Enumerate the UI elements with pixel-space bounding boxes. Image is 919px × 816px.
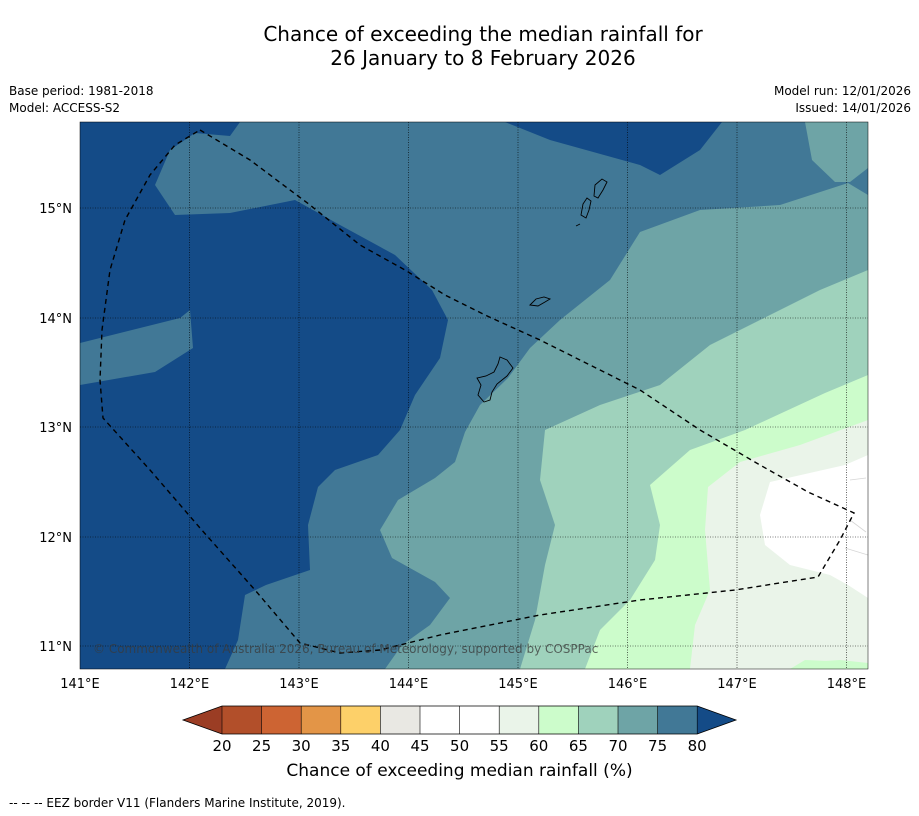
meta-left: Base period: 1981-2018 Model: ACCESS-S2 [9,83,154,117]
island-guam [476,356,514,403]
cb-label-20: 20 [212,737,231,755]
band-above-80-north [505,122,722,175]
title-line-2: 26 January to 8 February 2026 [330,46,636,70]
cb-label-55: 55 [490,737,509,755]
island-saipan [593,178,608,199]
y-tick-12n: 12°N [39,531,72,546]
cb-label-70: 70 [608,737,627,755]
graticule [80,122,868,669]
meta-right: Model run: 12/01/2026 Issued: 14/01/2026 [774,83,911,117]
colorbar-cell-50-55 [459,706,500,734]
colorbar-cell-65-70 [578,706,618,734]
band-above-80-west [80,122,448,669]
rainfall-contours [80,122,868,669]
y-axis-labels: 15°N 14°N 13°N 12°N 11°N [39,202,72,655]
copyright-notice: © Commonwealth of Australia 2026, Bureau… [93,642,598,656]
contour-line-white [844,477,868,556]
title-line-1: Chance of exceeding the median rainfall … [263,22,703,46]
eez-legend-note: -- -- -- EEZ border V11 (Flanders Marine… [9,796,346,810]
x-tick-146: 146°E [608,677,648,692]
x-tick-145: 145°E [498,677,538,692]
colorbar-dividers [221,706,698,734]
y-tick-11n: 11°N [39,640,72,655]
colorbar-extend-low [183,706,222,734]
colorbar-title: Chance of exceeding median rainfall (%) [286,761,633,781]
cb-label-40: 40 [371,737,390,755]
cb-label-75: 75 [648,737,667,755]
band-60-65-south-patch [795,660,868,669]
band-75-80-west-tongue [80,310,193,385]
y-tick-14n: 14°N [39,312,72,327]
x-tick-141: 141°E [60,677,100,692]
colorbar-cell-20-25 [222,706,262,734]
x-tick-147: 147°E [717,677,757,692]
x-tick-143: 143°E [279,677,319,692]
colorbar-cell-70-75 [618,706,658,734]
colorbar-cell-60-65 [538,706,579,734]
model-run: Model run: 12/01/2026 [773,84,911,98]
island-rota [529,296,552,307]
cb-label-60: 60 [529,737,548,755]
colorbar-extend-high [697,706,736,734]
eez-border [99,129,855,654]
cb-label-80: 80 [688,737,707,755]
map-frame [79,121,869,670]
colorbar-cell-75-80 [657,706,698,734]
cb-label-25: 25 [252,737,271,755]
colorbar-cell-30-35 [301,706,341,734]
cb-label-50: 50 [450,737,469,755]
island-aguijan [575,223,581,227]
cb-label-45: 45 [410,737,429,755]
y-tick-15n: 15°N [39,202,72,217]
cb-label-30: 30 [292,737,311,755]
x-tick-148: 148°E [827,677,867,692]
colorbar: 20 25 30 35 40 45 50 55 60 65 70 75 80 [181,705,738,755]
colorbar-cell-40-45 [380,706,420,734]
cb-label-65: 65 [569,737,588,755]
cb-label-35: 35 [331,737,350,755]
colorbar-cell-25-30 [261,706,302,734]
issued-date: Issued: 14/01/2026 [795,101,911,115]
model-name: Model: ACCESS-S2 [9,101,121,115]
islands [476,178,608,403]
colorbar-cell-45-50 [420,706,460,734]
colorbar-cell-55-60 [499,706,539,734]
island-tinian [580,197,592,219]
chart-title: Chance of exceeding the median rainfall … [0,22,919,70]
y-tick-13n: 13°N [39,421,72,436]
base-period: Base period: 1981-2018 [9,84,154,98]
x-tick-142: 142°E [170,677,210,692]
x-axis-labels: 141°E 142°E 143°E 144°E 145°E 146°E 147°… [60,677,866,692]
x-tick-144: 144°E [389,677,429,692]
band-50-55 [760,455,868,598]
colorbar-tick-labels: 20 25 30 35 40 45 50 55 60 65 70 75 80 [212,737,706,755]
colorbar-cell-35-40 [340,706,381,734]
